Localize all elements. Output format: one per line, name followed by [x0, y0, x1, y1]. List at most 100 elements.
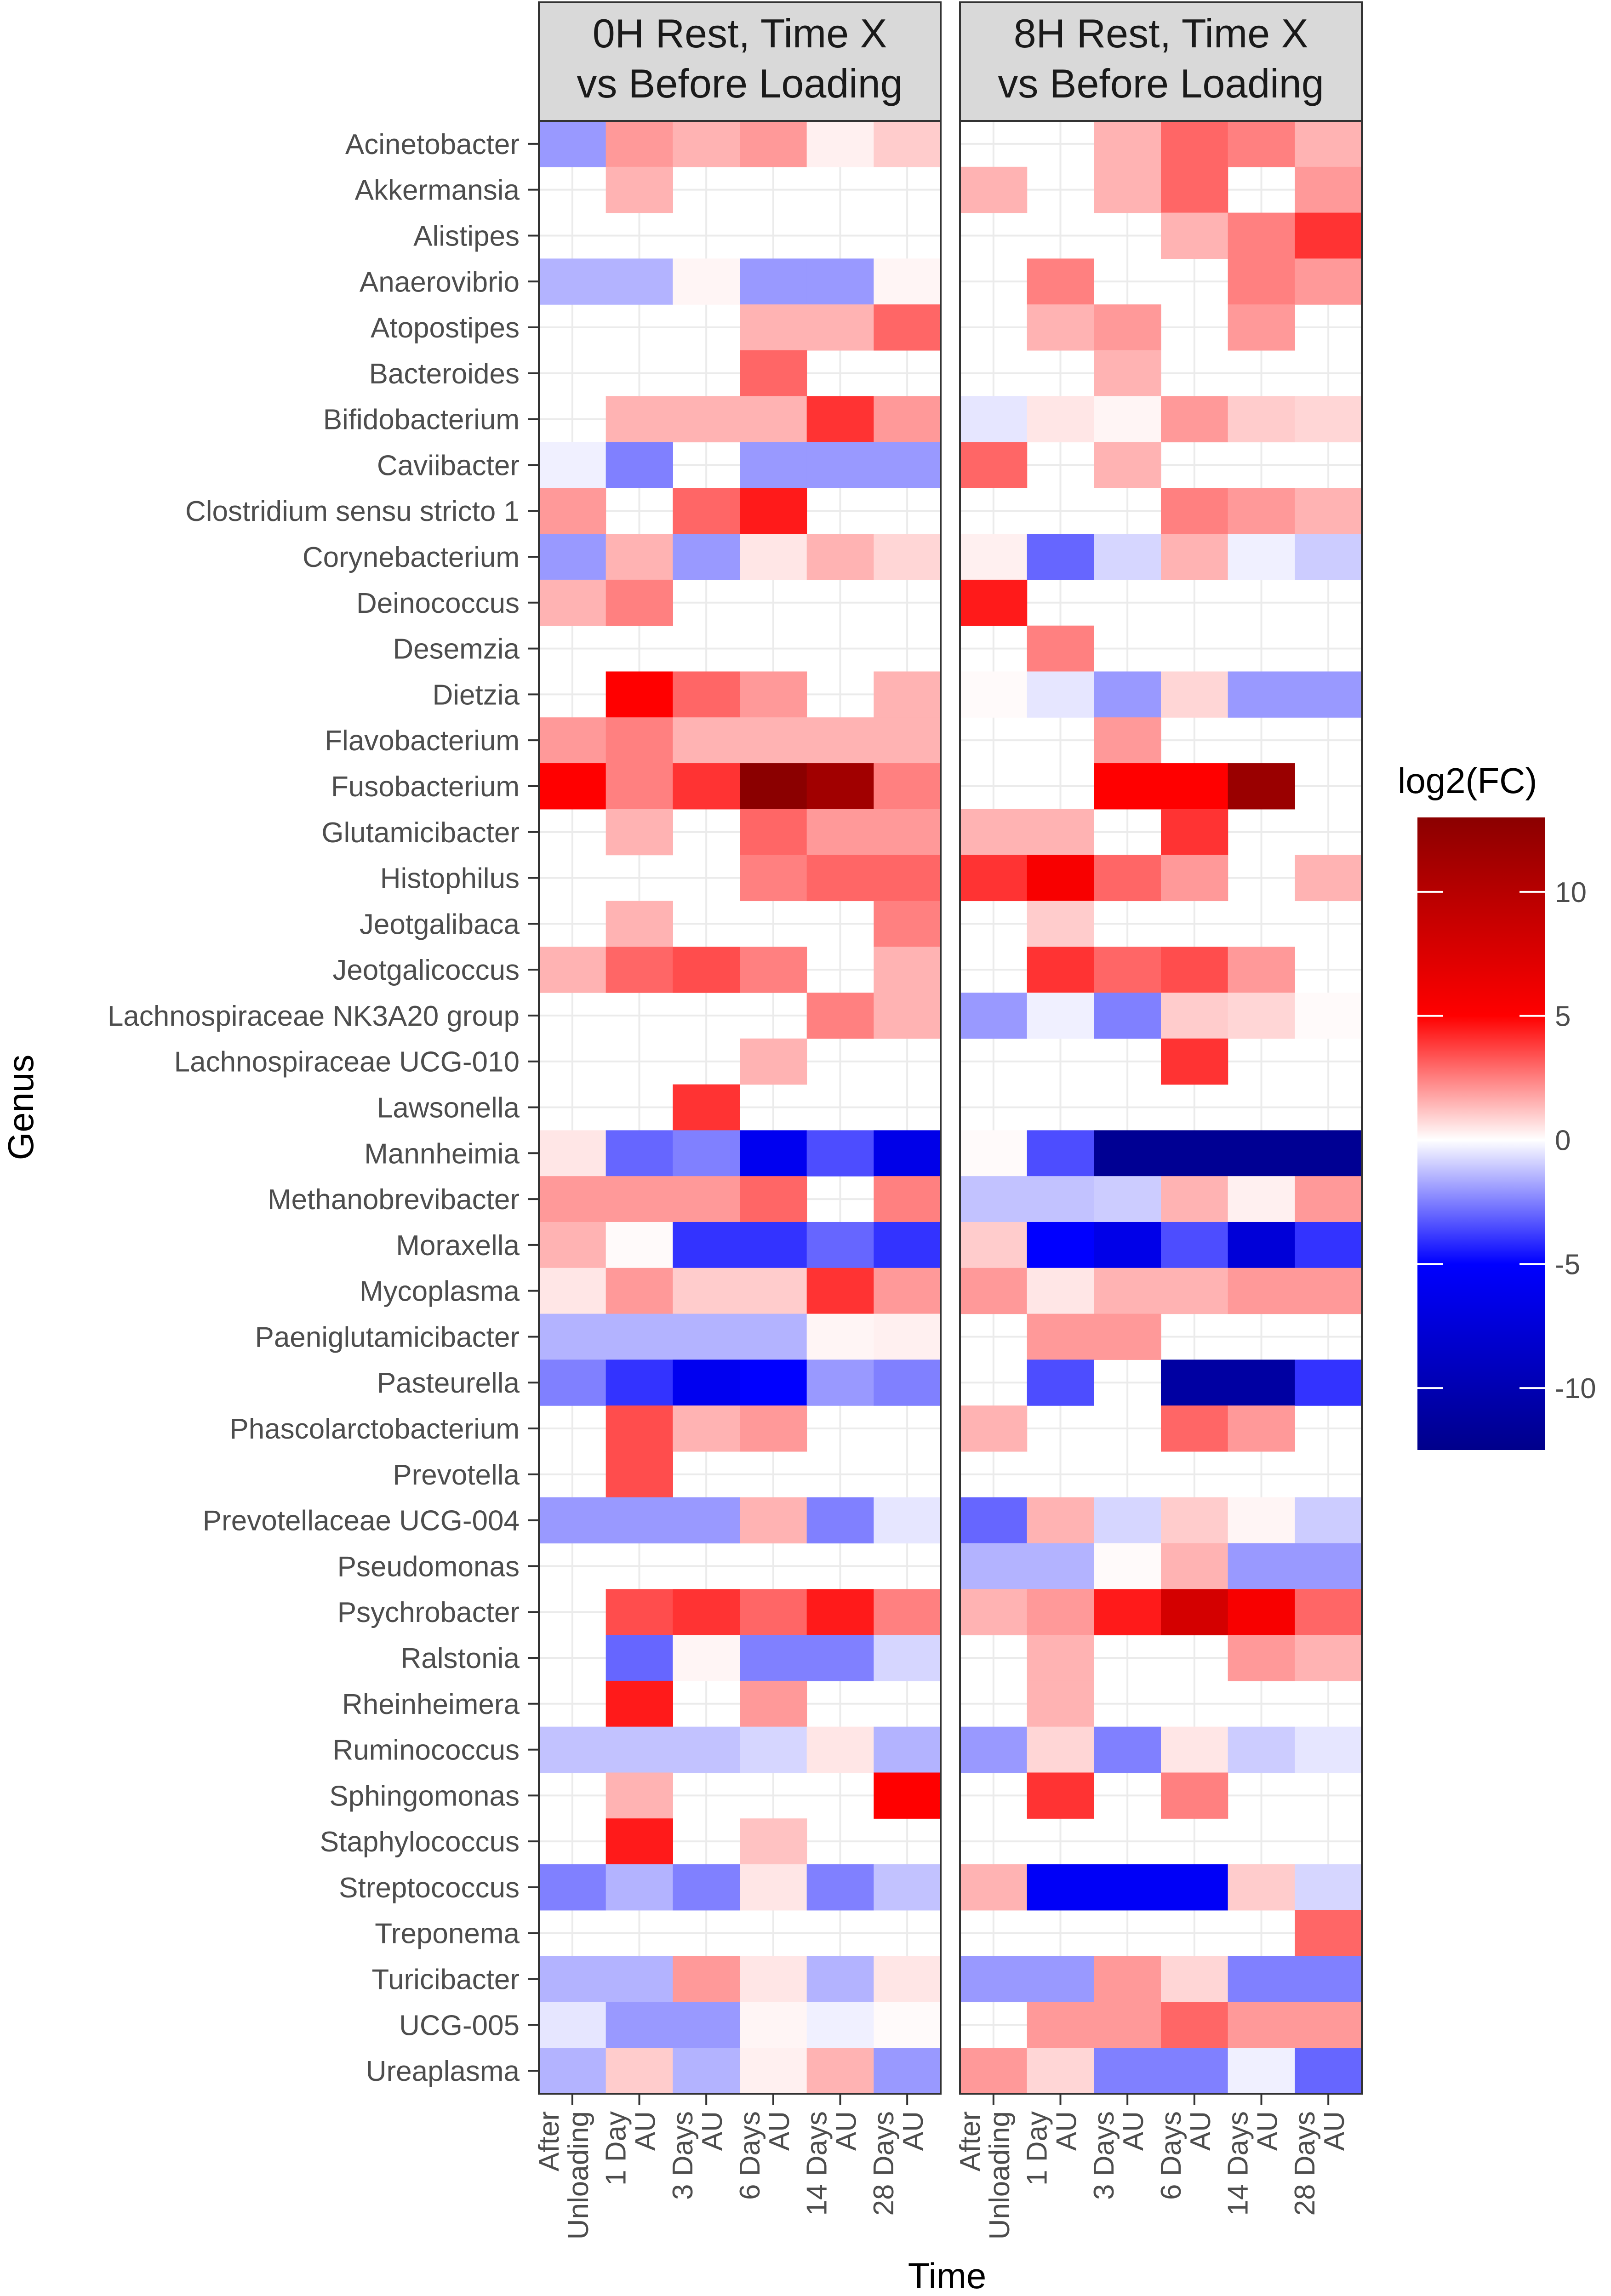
y-tick-label: Histophilus	[380, 863, 520, 895]
heatmap-cell	[806, 1726, 874, 1773]
heatmap-cell	[673, 1359, 740, 1406]
heatmap-cell	[806, 396, 874, 443]
heatmap-cell	[806, 1130, 874, 1177]
heatmap-cell	[673, 258, 740, 305]
y-tick-label: Deinococcus	[356, 588, 520, 619]
y-tick-label: Lachnospiraceae NK3A20 group	[108, 1000, 520, 1032]
legend-tick-label: -5	[1555, 1249, 1580, 1280]
heatmap-cell	[960, 1176, 1028, 1222]
heatmap-cell	[1027, 1268, 1094, 1314]
heatmap-cell	[1027, 396, 1094, 443]
y-tick-label: Lawsonella	[377, 1092, 520, 1124]
heatmap-cell	[1027, 1222, 1094, 1268]
heatmap-cell	[874, 1130, 941, 1177]
heatmap-cell	[1027, 1726, 1094, 1773]
heatmap-cell	[874, 1956, 941, 2003]
heatmap-cell	[1094, 350, 1161, 397]
legend-tick-label: 5	[1555, 1001, 1571, 1033]
heatmap-cell	[673, 1084, 740, 1131]
heatmap-cell	[1295, 258, 1362, 305]
y-tick-label: Streptococcus	[339, 1872, 520, 1904]
heatmap-cell	[1161, 1772, 1228, 1819]
heatmap-cell	[1027, 1772, 1094, 1819]
heatmap-cell	[960, 993, 1028, 1039]
heatmap-cell	[1027, 1680, 1094, 1727]
y-tick-label: Mannheimia	[364, 1138, 520, 1170]
heatmap-cell	[673, 1956, 740, 2003]
heatmap-cell	[1027, 2002, 1094, 2048]
y-tick-label: Moraxella	[396, 1230, 520, 1262]
heatmap-cell	[740, 1864, 807, 1911]
heatmap-cell	[539, 1956, 606, 2003]
heatmap-cell	[1027, 2048, 1094, 2094]
heatmap-cell	[1161, 534, 1228, 580]
heatmap-cell	[874, 1864, 941, 1911]
heatmap-cell	[673, 717, 740, 764]
heatmap-cell	[1295, 1497, 1362, 1544]
heatmap-cell	[1228, 212, 1295, 259]
x-tick-label: 28 Days	[1289, 2111, 1321, 2216]
y-tick-label: Sphingomonas	[329, 1780, 520, 1812]
y-tick-label: Acinetobacter	[345, 129, 520, 160]
heatmap-cell	[740, 763, 807, 810]
heatmap-cell	[1228, 534, 1295, 580]
heatmap-cell	[673, 1405, 740, 1452]
x-tick-label: 3 Days	[667, 2111, 699, 2200]
heatmap-cell	[1295, 671, 1362, 718]
facet-title-line: vs Before Loading	[998, 61, 1324, 106]
heatmap-cell	[740, 809, 807, 856]
heatmap-cell	[1228, 304, 1295, 351]
heatmap-cell	[1027, 1359, 1094, 1406]
heatmap-cell	[740, 1038, 807, 1085]
y-tick-label: Psychrobacter	[337, 1597, 520, 1628]
heatmap-cell	[1027, 993, 1094, 1039]
x-tick-label: AU	[1319, 2111, 1350, 2151]
x-tick-label: AU	[1118, 2111, 1149, 2151]
heatmap-cell	[874, 2002, 941, 2048]
heatmap-cell	[1228, 1268, 1295, 1314]
heatmap-cell	[740, 121, 807, 167]
heatmap-cell	[606, 717, 673, 764]
heatmap-cell	[806, 121, 874, 167]
x-tick-label: AU	[897, 2111, 929, 2151]
y-tick-label: Turicibacter	[371, 1964, 520, 1996]
heatmap-cell	[1094, 121, 1161, 167]
heatmap-cell	[673, 2048, 740, 2094]
heatmap-cell	[1094, 1222, 1161, 1268]
heatmap-cell	[1161, 2048, 1228, 2094]
heatmap-cell	[673, 488, 740, 534]
heatmap-cell	[1161, 1038, 1228, 1085]
heatmap-cell	[1161, 166, 1228, 213]
heatmap-cell	[1094, 396, 1161, 443]
heatmap-cell	[740, 1726, 807, 1773]
y-tick-label: Rheinheimera	[342, 1689, 520, 1720]
heatmap-cell	[539, 1222, 606, 1268]
heatmap-cell	[740, 1314, 807, 1360]
heatmap-cell	[1161, 671, 1228, 718]
heatmap-cell	[1228, 671, 1295, 718]
x-axis-title: Time	[908, 2256, 986, 2294]
heatmap-cell	[1094, 1726, 1161, 1773]
heatmap-cell	[1094, 1176, 1161, 1222]
y-tick-label: Flavobacterium	[325, 725, 520, 757]
heatmap-cell	[1228, 396, 1295, 443]
heatmap-cell	[539, 2048, 606, 2094]
heatmap-cell	[1161, 947, 1228, 993]
heatmap-cell	[1094, 1864, 1161, 1911]
heatmap-cell	[673, 2002, 740, 2048]
heatmap-cell	[1295, 1222, 1362, 1268]
heatmap-cell	[1161, 212, 1228, 259]
heatmap-cell	[606, 1268, 673, 1314]
y-tick-label: Jeotgalicoccus	[332, 954, 520, 986]
heatmap-cell	[606, 671, 673, 718]
y-axis-title: Genus	[0, 1055, 41, 1160]
heatmap-cell	[1027, 947, 1094, 993]
heatmap-cell	[539, 1864, 606, 1911]
heatmap-cell	[874, 121, 941, 167]
heatmap-cell	[740, 1635, 807, 1681]
heatmap-cell	[1027, 534, 1094, 580]
y-tick-label: Bacteroides	[369, 358, 520, 390]
heatmap-cell	[1295, 1910, 1362, 1957]
heatmap-cell	[960, 1543, 1028, 1589]
heatmap-cell	[606, 1130, 673, 1177]
